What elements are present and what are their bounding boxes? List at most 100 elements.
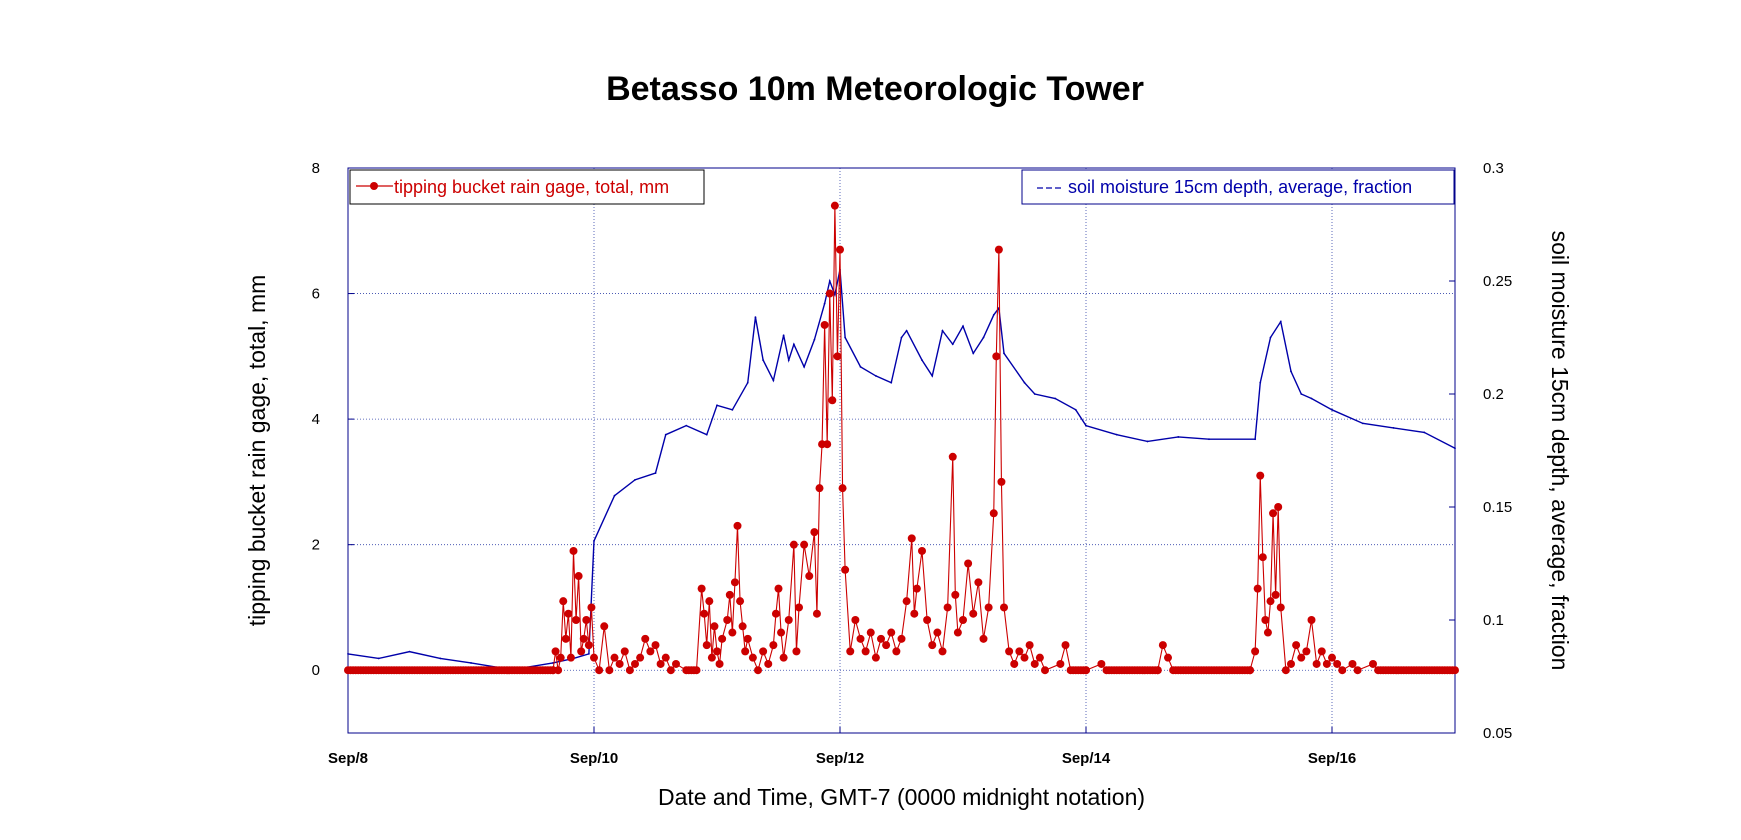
rain-gage-point <box>702 641 711 650</box>
rain-gage-point <box>938 647 947 656</box>
rain-gage-point <box>833 352 842 361</box>
legend-soil-label: soil moisture 15cm depth, average, fract… <box>1068 177 1412 197</box>
rain-gage-point <box>964 559 973 568</box>
rain-gage-point <box>902 597 911 606</box>
rain-gage-point <box>738 622 747 631</box>
rain-gage-point <box>1287 659 1295 668</box>
rain-gage-point <box>1328 653 1336 662</box>
plot-area <box>347 167 1456 734</box>
rain-gage-point <box>710 622 719 631</box>
rain-gage-point <box>1035 653 1044 662</box>
soil-moisture-point <box>931 375 934 377</box>
rain-gage-point <box>1020 653 1029 662</box>
rain-gage-point <box>569 546 578 555</box>
rain-gage-point <box>572 616 581 624</box>
rain-gage-point <box>1256 471 1265 480</box>
rain-gage-point <box>1061 641 1070 650</box>
soil-moisture-point <box>439 657 442 660</box>
rain-gage-point <box>728 628 737 637</box>
rain-gage-point <box>764 659 773 668</box>
soil-moisture-point <box>347 653 349 655</box>
rain-gage-point <box>789 540 798 549</box>
rain-gage-point <box>615 659 624 668</box>
soil-moisture-point <box>982 336 985 339</box>
rain-gage-point <box>828 396 837 405</box>
rain-gage-point <box>989 509 998 518</box>
soil-moisture-point <box>705 433 708 436</box>
rain-gage-point <box>561 634 570 643</box>
rain-gage-point <box>805 572 814 581</box>
rain-gage-point <box>595 666 604 675</box>
soil-moisture-point <box>1361 422 1364 425</box>
soil-moisture-point <box>772 379 775 382</box>
rain-gage-point <box>743 634 752 643</box>
rain-gage-point <box>656 659 665 668</box>
rain-gage-point <box>792 647 801 656</box>
rain-gage-point <box>979 634 988 643</box>
rain-gage-point <box>600 622 609 631</box>
rain-gage-point <box>918 546 926 555</box>
rain-gage-point <box>815 484 824 493</box>
soil-moisture-point <box>962 325 964 328</box>
soil-moisture-point <box>593 540 595 542</box>
soil-moisture-point <box>1331 408 1333 411</box>
x-axis: Sep/8 Sep/10 Sep/12 Sep/14 Sep/16 <box>328 727 1356 767</box>
right-tick-label: 0.3 <box>1483 160 1504 177</box>
legend-soil: soil moisture 15cm depth, average, fract… <box>1021 169 1455 205</box>
rain-gage-point <box>697 584 706 593</box>
rain-gage-point <box>923 616 932 624</box>
rain-gage-point <box>887 628 896 637</box>
rain-gage-point <box>1274 503 1283 511</box>
rain-gage-point <box>1271 590 1280 599</box>
left-tick-label: 0 <box>312 662 320 679</box>
rain-gage-point <box>769 641 778 650</box>
rain-gage-point <box>1056 659 1065 668</box>
rain-gage-point <box>892 647 901 656</box>
rain-gage-point <box>1015 647 1024 656</box>
rain-gage-point <box>1307 616 1316 624</box>
rain-gage-point <box>774 584 783 593</box>
right-tick-label: 0.1 <box>1483 612 1504 629</box>
rain-gage-point <box>1258 553 1267 562</box>
rain-gage-point <box>1276 603 1285 612</box>
legend-rain-label: tipping bucket rain gage, total, mm <box>394 177 669 197</box>
soil-moisture-point <box>1423 431 1426 434</box>
soil-moisture-point <box>1003 352 1005 355</box>
soil-moisture-point <box>408 650 411 653</box>
soil-moisture-point <box>792 343 795 346</box>
rain-gage-point <box>1082 666 1090 675</box>
rain-gage-point <box>715 659 724 668</box>
rain-gage-point <box>948 452 957 461</box>
rain-gage-point <box>1302 647 1311 656</box>
rain-gage-point <box>584 641 593 650</box>
rain-gage-point <box>692 666 701 675</box>
rain-gage-point <box>705 597 714 606</box>
soil-moisture-point <box>377 657 380 660</box>
gridlines <box>347 167 1455 733</box>
rain-gage-point <box>838 484 847 493</box>
soil-moisture-point <box>1259 381 1262 384</box>
soil-moisture-point <box>716 404 718 407</box>
right-tick-label: 0.05 <box>1483 725 1512 742</box>
soil-moisture-point <box>1085 424 1087 427</box>
rain-gage-point <box>1005 647 1014 656</box>
rain-gage-point <box>897 634 906 643</box>
soil-moisture-series <box>347 268 1456 671</box>
left-tick-label: 6 <box>312 286 320 303</box>
rain-gage-point <box>587 603 596 612</box>
soil-moisture-point <box>874 375 877 377</box>
soil-moisture-point <box>762 359 765 361</box>
soil-moisture-point <box>654 472 657 474</box>
rain-gage-point <box>713 647 721 656</box>
soil-moisture-point <box>813 338 816 341</box>
rain-gage-point <box>1030 659 1039 668</box>
rain-gage-point <box>725 590 734 599</box>
soil-moisture-point <box>782 334 785 337</box>
rain-gage-point <box>1281 666 1290 675</box>
rain-gage-point <box>1292 641 1301 650</box>
soil-moisture-point <box>1146 440 1149 443</box>
rain-gage-point <box>554 666 563 675</box>
soil-moisture-point <box>941 329 944 332</box>
rain-gage-point <box>1000 603 1008 612</box>
